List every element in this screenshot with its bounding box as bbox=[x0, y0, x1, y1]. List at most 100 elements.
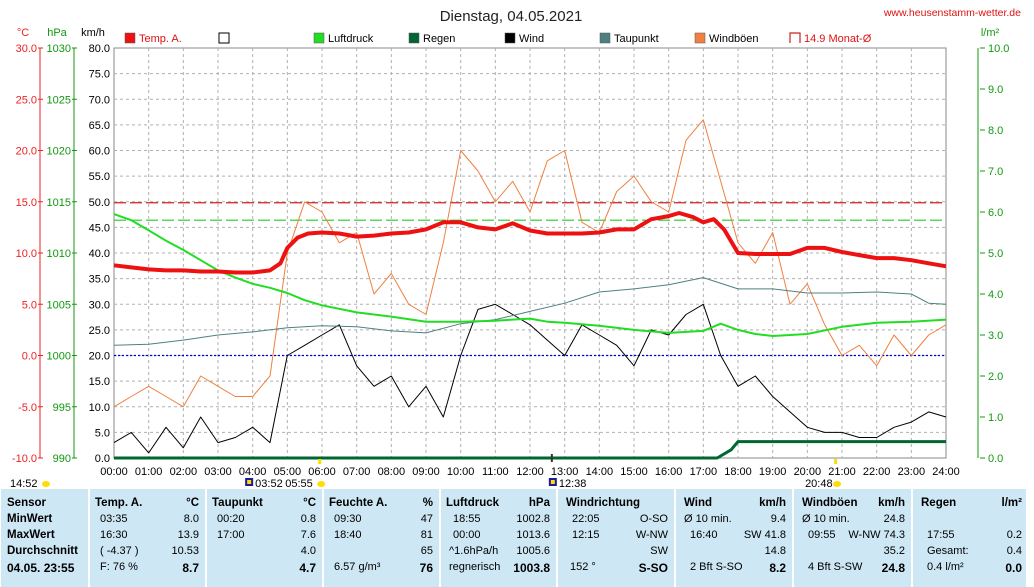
axis-tick-rain: 2.0 bbox=[988, 371, 1003, 383]
series-wind bbox=[113, 303, 947, 454]
axis-tick-kmh: 40.0 bbox=[89, 248, 110, 260]
press-avg-value: 1005.6 bbox=[516, 545, 550, 557]
series-windb-en bbox=[113, 119, 947, 408]
daylength-label: 14:52 bbox=[10, 478, 38, 488]
gust-min-note: Ø 10 min. bbox=[802, 513, 850, 525]
stats-col-temp: Temp. A. °C 03:35 8.0 16:30 13.9 ( -4.37… bbox=[89, 489, 205, 587]
axis-tick-hpa: 1030 bbox=[47, 43, 71, 55]
hum-header: Feuchte A. bbox=[329, 497, 388, 509]
chart-title: Dienstag, 04.05.2021 bbox=[440, 8, 583, 25]
chart-svg: 30.0 25.0 20.0 15.0 10.0 5.0 0.0 -5.0 -10.0 °C 103… bbox=[10, 7, 1021, 490]
legend-swatch bbox=[599, 32, 611, 44]
legend-label: Regen bbox=[423, 33, 455, 45]
wind-min-note: Ø 10 min. bbox=[684, 513, 732, 525]
axis-title-kmh: km/h bbox=[81, 27, 105, 39]
x-tick-label: 17:00 bbox=[690, 466, 718, 478]
temp-now-note: F: 76 % bbox=[100, 561, 138, 573]
hum-unit: % bbox=[422, 497, 433, 509]
axis-tick-rain: 9.0 bbox=[988, 84, 1003, 96]
stats-col-winddir: Windrichtung 22:05 O-SO 12:15 W-NW SW 15… bbox=[557, 489, 674, 587]
hum-max-value: 81 bbox=[420, 529, 433, 541]
dew-unit: °C bbox=[303, 497, 316, 509]
x-tick-label: 14:00 bbox=[586, 466, 614, 478]
x-tick-label: 23:00 bbox=[898, 466, 926, 478]
dir-now-value: S-SO bbox=[638, 561, 668, 575]
press-now-value: 1003.8 bbox=[513, 561, 550, 575]
axis-tick-kmh: 5.0 bbox=[95, 427, 110, 439]
axis-title-temp: °C bbox=[17, 27, 29, 39]
axis-tick-kmh: 50.0 bbox=[89, 197, 110, 209]
dew-min-value: 0.8 bbox=[300, 513, 316, 525]
x-tick-label: 07:00 bbox=[343, 466, 371, 478]
rain-unit: l/m² bbox=[1001, 497, 1022, 509]
gust-now-value: 24.8 bbox=[881, 561, 905, 575]
axis-tick-kmh: 25.0 bbox=[89, 325, 110, 337]
rain-header: Regen bbox=[921, 497, 957, 509]
dew-max-time: 17:00 bbox=[217, 529, 245, 541]
press-min-time: 18:55 bbox=[453, 513, 481, 525]
gust-avg-value: 35.2 bbox=[883, 545, 905, 557]
temp-max-value: 13.9 bbox=[177, 529, 199, 541]
dir-min-time: 22:05 bbox=[572, 513, 600, 525]
dir-header: Windrichtung bbox=[566, 497, 640, 509]
x-tick-label: 03:00 bbox=[204, 466, 232, 478]
x-tick-label: 05:00 bbox=[274, 466, 302, 478]
x-tick-label: 15:00 bbox=[620, 466, 648, 478]
sun-position-icon bbox=[550, 480, 555, 484]
axis-tick-hpa: 990 bbox=[53, 453, 71, 465]
wind-beaufort: 2 Bft S-SO bbox=[690, 561, 743, 573]
wind-avg-value: 14.8 bbox=[764, 545, 786, 557]
hum-min-time: 09:30 bbox=[334, 513, 362, 525]
x-tick-label: 12:00 bbox=[516, 466, 544, 478]
gust-min-value: 24.8 bbox=[883, 513, 905, 525]
stats-panel: Sensor MinWert MaxWert Durchschnitt 04.0… bbox=[0, 489, 1034, 587]
series-taupunkt bbox=[113, 277, 947, 346]
press-min-value: 1002.8 bbox=[516, 513, 550, 525]
stats-col-wind: Wind km/h Ø 10 min. 9.4 16:40 SW 41.8 14… bbox=[675, 489, 792, 587]
rain-total-value: 0.4 bbox=[1006, 545, 1022, 557]
sun-icon bbox=[317, 481, 326, 487]
rain-now-value: 0.0 bbox=[1005, 561, 1022, 575]
sun-position-icon bbox=[247, 480, 252, 484]
axis-tick-hpa: 1010 bbox=[47, 248, 71, 260]
min-label: MinWert bbox=[7, 513, 53, 525]
legend-label: 14.9 Monat-Ø bbox=[804, 33, 872, 45]
x-tick-label: 08:00 bbox=[378, 466, 406, 478]
hum-now-note: 6.57 g/m³ bbox=[334, 561, 381, 573]
temp-avg-note: ( -4.37 ) bbox=[100, 545, 139, 557]
axis-tick-temp: 10.0 bbox=[16, 248, 37, 260]
marker-label: 05:55 bbox=[285, 478, 313, 488]
legend: Temp. A. Luftdruck Regen Wind Taupunkt Windbö… bbox=[124, 32, 872, 45]
hum-max-time: 18:40 bbox=[334, 529, 362, 541]
gust-max-time: 09:55 bbox=[808, 529, 836, 541]
axis-tick-hpa: 1000 bbox=[47, 351, 71, 363]
axis-tick-temp: -5.0 bbox=[18, 402, 37, 414]
temp-avg-value: 10.53 bbox=[171, 545, 199, 557]
gust-beaufort: 4 Bft S-SW bbox=[808, 561, 863, 573]
hum-avg-value: 65 bbox=[420, 545, 433, 557]
grid bbox=[113, 47, 947, 459]
axis-tick-kmh: 20.0 bbox=[89, 351, 110, 363]
website-label[interactable]: www.heusenstamm-wetter.de bbox=[883, 7, 1021, 19]
dew-min-time: 00:20 bbox=[217, 513, 245, 525]
axis-tick-kmh: 10.0 bbox=[89, 402, 110, 414]
series-luftdruck bbox=[113, 213, 947, 337]
hum-min-value: 47 bbox=[420, 513, 433, 525]
wind-max-time: 16:40 bbox=[690, 529, 718, 541]
legend-label: Temp. A. bbox=[139, 33, 182, 45]
axis-tick-temp: 25.0 bbox=[16, 94, 37, 106]
dir-max-time: 12:15 bbox=[572, 529, 600, 541]
stats-col-humidity: Feuchte A. % 09:30 47 18:40 81 65 6.57 g… bbox=[323, 489, 439, 587]
axis-tick-temp: 5.0 bbox=[22, 299, 37, 311]
legend-label: Windböen bbox=[709, 33, 759, 45]
axis-tick-temp: 15.0 bbox=[16, 197, 37, 209]
axis-tick-kmh: 65.0 bbox=[89, 120, 110, 132]
axis-tick-hpa: 995 bbox=[53, 402, 71, 414]
series-temp-a- bbox=[113, 211, 947, 275]
x-tick-label: 19:00 bbox=[759, 466, 787, 478]
dew-avg-value: 4.0 bbox=[300, 545, 316, 557]
axis-tick-rain: 1.0 bbox=[988, 412, 1003, 424]
axes: 30.0 25.0 20.0 15.0 10.0 5.0 0.0 -5.0 -10.0 °C 103… bbox=[12, 27, 1010, 478]
axis-tick-rain: 3.0 bbox=[988, 330, 1003, 342]
axis-tick-rain: 5.0 bbox=[988, 248, 1003, 260]
